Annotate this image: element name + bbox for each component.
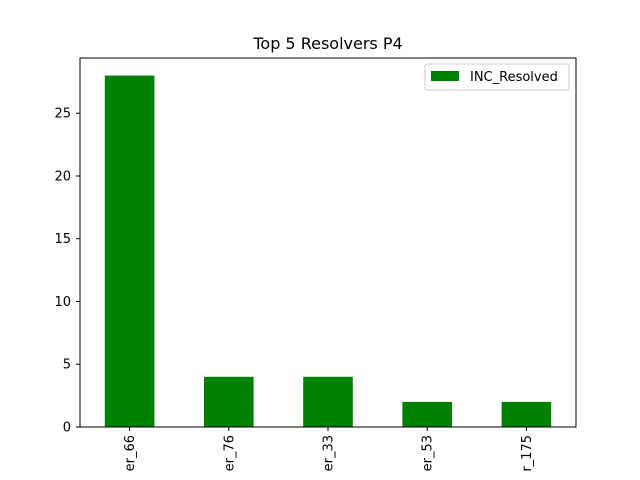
legend-box bbox=[424, 63, 570, 91]
bar-er_33 bbox=[303, 376, 353, 427]
x-tick-label: r_175 bbox=[520, 435, 535, 472]
legend: INC_Resolved bbox=[424, 63, 570, 91]
y-tick-label: 15 bbox=[54, 232, 71, 247]
bar-r_175 bbox=[501, 401, 552, 427]
legend-label: INC_Resolved bbox=[470, 70, 558, 85]
plot-frame bbox=[79, 57, 577, 428]
y-tick-label: 5 bbox=[63, 358, 71, 373]
y-tick-label: 25 bbox=[54, 107, 71, 122]
x-tick-label: er_66 bbox=[123, 435, 138, 471]
y-tick-label: 20 bbox=[54, 169, 71, 184]
bar-er_66 bbox=[104, 75, 155, 428]
x-tick-label: er_53 bbox=[421, 435, 436, 471]
x-tick-label: er_33 bbox=[322, 435, 337, 471]
bar-er_76 bbox=[204, 376, 254, 427]
x-tick-label: er_76 bbox=[222, 435, 237, 471]
chart-title: Top 5 Resolvers P4 bbox=[252, 34, 402, 53]
legend-swatch bbox=[431, 71, 459, 81]
x-axis: er_66 er_76 er_33 er_53 r_175 bbox=[123, 427, 535, 472]
bar-er_53 bbox=[402, 401, 452, 427]
bars-group bbox=[104, 75, 552, 428]
y-tick-label: 0 bbox=[63, 421, 71, 436]
y-axis: 0 5 10 15 20 25 bbox=[54, 107, 80, 436]
y-tick-label: 10 bbox=[54, 295, 71, 310]
